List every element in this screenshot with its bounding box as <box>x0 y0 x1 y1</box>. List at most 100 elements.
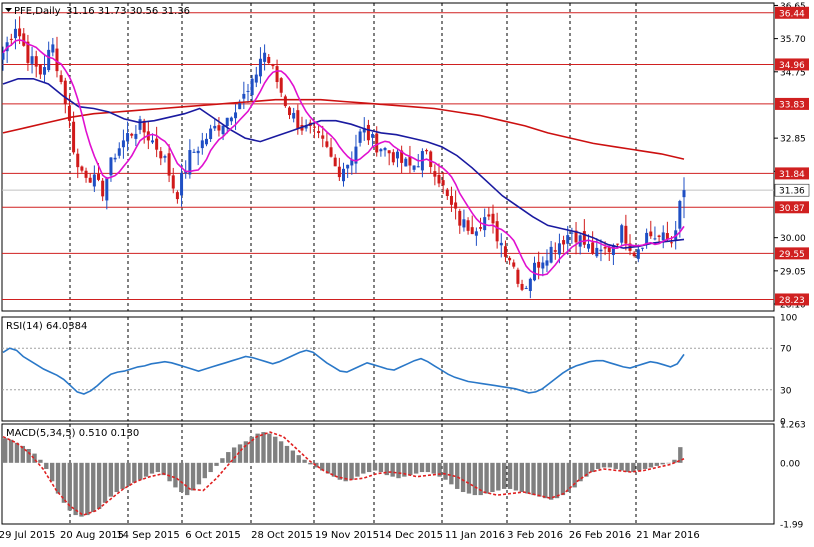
candle-body <box>375 133 379 153</box>
candle-body <box>2 52 5 60</box>
chart-symbol-label: PFE,Daily <box>14 6 61 17</box>
chart-ohlc-label: 31.16 31.73 30.56 31.36 <box>66 6 190 17</box>
macd-histogram-bar <box>231 447 237 463</box>
macd-histogram-bar <box>366 462 372 473</box>
moving-averages <box>2 39 685 276</box>
macd-histogram-bar <box>678 447 683 463</box>
price-level-badge <box>775 167 809 180</box>
macd-histogram-bar <box>226 452 231 463</box>
macd-histogram-bar <box>149 462 155 474</box>
candle-body <box>466 220 470 231</box>
candle-body <box>528 278 532 291</box>
candle-body <box>479 227 483 229</box>
candle-body <box>537 261 541 268</box>
macd-histogram-bar <box>44 462 49 469</box>
dropdown-triangle-icon[interactable] <box>5 8 12 12</box>
time-axis-label: 14 Dec 2015 <box>379 530 443 541</box>
candle-body <box>425 150 429 152</box>
macd-histogram-bar <box>196 462 202 485</box>
price-level-label: 34.96 <box>779 61 805 71</box>
candle-body <box>458 210 462 226</box>
macd-histogram-bar <box>102 462 108 503</box>
candle-body <box>34 56 38 67</box>
macd-histogram-bar <box>325 462 331 474</box>
macd-histogram-bar <box>32 453 37 463</box>
candle-body <box>200 140 204 149</box>
candle-body <box>570 232 574 234</box>
candle-body <box>520 283 524 290</box>
macd-histogram-bar <box>413 462 419 474</box>
candle-body <box>225 117 229 127</box>
candle-body <box>263 52 267 62</box>
time-axis-label: 28 Oct 2015 <box>251 530 313 541</box>
candle-body <box>188 150 192 175</box>
candle-body <box>250 78 254 96</box>
candle-body <box>508 257 512 261</box>
candle-body <box>159 151 163 159</box>
candle-body <box>279 78 283 93</box>
macd-histogram-bar <box>67 462 72 511</box>
price-axis-label: 32.85 <box>780 135 806 145</box>
price-level-badge <box>775 247 809 260</box>
candle-body <box>533 262 537 281</box>
candle-body <box>441 180 445 186</box>
candle-body <box>416 166 420 168</box>
macd-histogram-bar <box>637 462 642 471</box>
macd-histogram-bar <box>402 462 407 477</box>
candle-body <box>524 288 528 290</box>
candle-body <box>562 240 566 245</box>
candle-body <box>545 260 549 266</box>
candle-body <box>620 225 624 243</box>
macd-histogram-bar <box>384 462 389 476</box>
macd-histogram-bar <box>320 462 325 471</box>
macd-histogram-bar <box>302 459 307 463</box>
candle-body <box>499 242 503 246</box>
candle-body <box>350 159 354 166</box>
macd-histogram-bar <box>243 441 249 463</box>
price-axis-label: 29.05 <box>780 267 806 277</box>
candle-body <box>553 250 557 252</box>
candle-body <box>229 117 233 122</box>
macd-histogram-bar <box>85 462 90 516</box>
macd-histogram-bar <box>525 462 530 494</box>
macd-histogram-bar <box>443 462 448 480</box>
candle-body <box>557 243 561 255</box>
candle-body <box>192 151 196 153</box>
macd-histogram-bar <box>531 462 536 496</box>
macd-histogram-bar <box>14 442 20 463</box>
candle-body <box>541 262 545 269</box>
macd-histogram-bar <box>572 462 577 488</box>
main-pane[interactable] <box>1 2 775 312</box>
macd-histogram-bar <box>460 462 466 493</box>
rsi-title: RSI(14) 64.0384 <box>6 321 87 332</box>
candle-body <box>105 178 109 201</box>
price-level-label: 31.84 <box>779 170 805 180</box>
macd-histogram-bar <box>190 462 196 491</box>
candle-body <box>117 148 121 156</box>
macd-histogram-bar <box>648 462 654 468</box>
macd-histogram-bar <box>560 462 566 496</box>
candle-body <box>59 75 63 83</box>
candle-body <box>258 58 262 77</box>
price-level-badge <box>775 201 809 214</box>
candle-body <box>408 156 412 166</box>
candle-body <box>292 112 296 119</box>
candle-body <box>22 33 26 46</box>
time-axis-label: 11 Jan 2016 <box>445 530 505 541</box>
macd-axis-label: 0.00 <box>780 459 800 469</box>
candle-body <box>88 177 92 183</box>
candle-body <box>599 249 603 252</box>
macd-histogram-bar <box>161 462 166 476</box>
macd-histogram-bar <box>220 458 225 463</box>
rsi-line <box>2 347 685 395</box>
candle-body <box>387 150 391 154</box>
macd-histogram-bar <box>455 462 460 489</box>
candle-body <box>9 38 13 40</box>
candle-body <box>18 28 22 37</box>
price-axis-label: 34.75 <box>780 68 806 78</box>
macd-histogram-bar <box>290 450 296 463</box>
candle-body <box>254 74 258 83</box>
candle-body <box>665 233 669 240</box>
